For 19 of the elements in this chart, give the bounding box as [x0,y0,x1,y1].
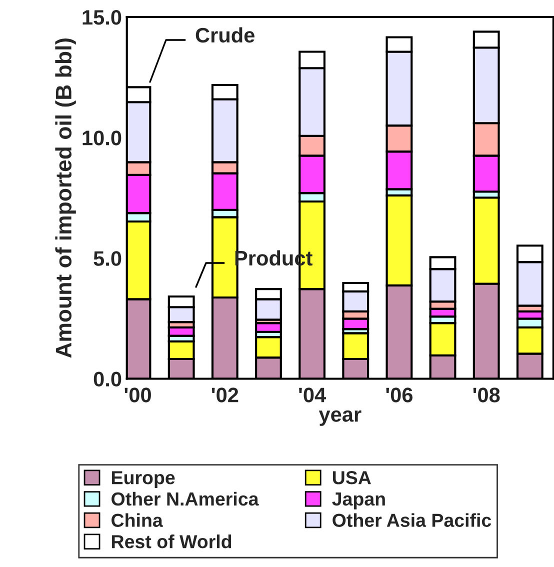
x-tick-label: '06 [386,388,413,402]
x-tick-label: '00 [124,388,151,402]
legend-label: Rest of World [112,534,232,548]
y-tick-label: 15.0 [82,10,122,25]
legend-label: Other N.America [112,492,259,506]
legend-label: USA [332,471,371,484]
annotation: Crude [196,27,254,43]
y-axis-title: Amount of imported oil (B bbl) [55,38,76,358]
legend-label: Other Asia Pacific [332,513,492,527]
legend-label: Japan [332,492,385,510]
legend-label: China [112,513,163,527]
legend-label: Europe [112,471,175,488]
x-tick-label: '04 [299,388,326,402]
x-tick-label: '02 [212,388,238,402]
y-tick-label: 5.0 [94,251,122,266]
y-tick-label: 10.0 [82,130,122,146]
x-tick-label: '08 [473,388,500,402]
y-tick-label: 0.0 [94,372,122,387]
x-axis-title: year [318,410,362,426]
